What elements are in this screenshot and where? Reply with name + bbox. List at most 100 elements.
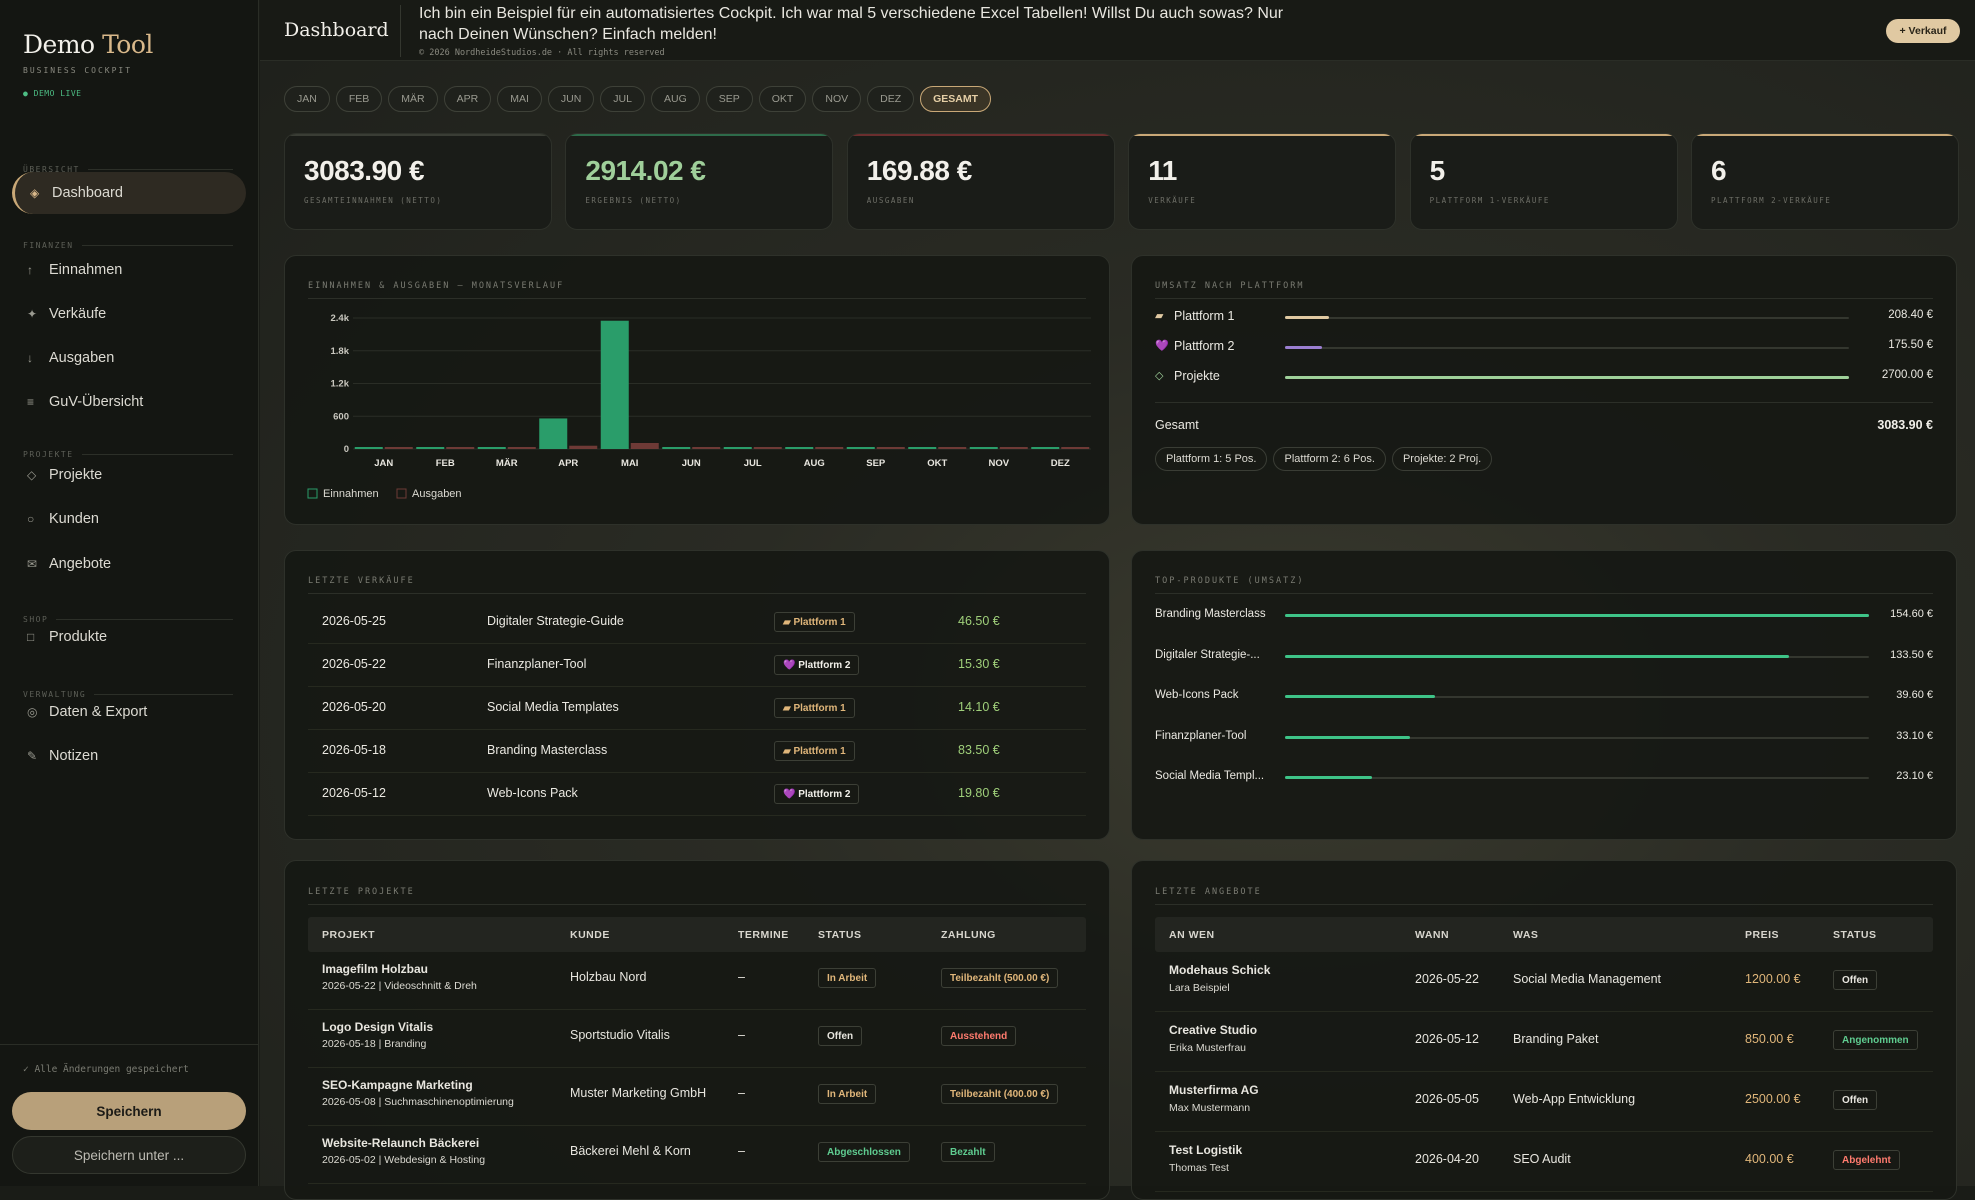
pencil-icon: ✎: [27, 749, 38, 763]
sidebar-item-label: Produkte: [49, 629, 108, 645]
sidebar-item-notizen[interactable]: ✎ Notizen: [12, 735, 246, 777]
save-button[interactable]: Speichern: [12, 1092, 246, 1130]
platform-chip: Projekte: 2 Proj.: [1391, 447, 1493, 471]
sale-amount: 15.30 €: [958, 657, 1000, 671]
sidebar-item-produkte[interactable]: □ Produkte: [12, 616, 246, 658]
chart-card: EINNAHMEN & AUSGABEN — MONATSVERLAUF 2.4…: [284, 255, 1110, 525]
project-row[interactable]: SEO-Kampagne Marketing 2026-05-08 | Suchm…: [308, 1068, 1086, 1126]
top-product-value: 23.10 €: [1896, 770, 1933, 782]
kpi-value: 169.88 €: [866, 155, 973, 186]
offer-row[interactable]: Test Logistik Thomas Test 2026-04-20 SEO Au…: [1155, 1132, 1933, 1192]
month-pill-aug[interactable]: AUG: [650, 86, 700, 112]
month-pill-nov[interactable]: NOV: [812, 86, 862, 112]
offer-price: 2500.00 €: [1745, 1092, 1801, 1106]
sale-date: 2026-05-22: [322, 657, 386, 671]
sales-title: LETZTE VERKÄUFE: [308, 576, 415, 586]
col-when: WANN: [1415, 929, 1450, 941]
sidebar-item-angebote[interactable]: ✉ Angebote: [12, 543, 246, 585]
recent-projects-card: LETZTE PROJEKTE PROJEKT KUNDE TERMINE ST…: [284, 860, 1110, 1200]
month-pill-jun[interactable]: JUN: [547, 86, 595, 112]
top-product-value: 33.10 €: [1896, 729, 1933, 742]
offers-title: LETZTE ANGEBOTE: [1155, 887, 1262, 897]
month-pill-jul[interactable]: JUL: [600, 86, 645, 112]
offer-row[interactable]: Musterfirma AG Max Mustermann 2026-05-05 We…: [1155, 1072, 1933, 1132]
chart-bar-ausgaben: [1061, 447, 1090, 449]
project-payment-badge: Ausstehend: [941, 1026, 1017, 1046]
page-title: Dashboard: [284, 19, 389, 41]
sale-row[interactable]: 2026-05-20 Social Media Templates ▰ Plattf…: [308, 687, 1086, 730]
sidebar-item-guv-ubersicht[interactable]: ≡ GuV-Übersicht: [12, 381, 246, 423]
chart-legend-swatch: [307, 488, 318, 499]
new-sale-button[interactable]: + Verkauf: [1886, 19, 1960, 43]
top-products-title: TOP-PRODUKTE (UMSATZ): [1155, 576, 1305, 586]
sidebar-item-einnahmen[interactable]: ↑ Einnahmen: [12, 249, 246, 291]
month-pill-gesamt[interactable]: GESAMT: [920, 86, 992, 112]
platform-total-value: 3083.90 €: [1877, 418, 1933, 432]
col-client: KUNDE: [570, 929, 610, 941]
sale-date: 2026-05-12: [322, 786, 386, 800]
sidebar-item-label: Dashboard: [52, 185, 123, 201]
project-row[interactable]: Logo Design Vitalis 2026-05-18 | Branding…: [308, 1010, 1086, 1068]
sidebar-item-kunden[interactable]: ○ Kunden: [12, 498, 246, 540]
sale-amount: 46.50 €: [958, 614, 1000, 628]
project-payment-badge: Teilbezahlt (500.00 €): [941, 968, 1059, 988]
copyright: © 2026 NordheideStudios.de · All rights …: [419, 48, 665, 58]
kpi-accent-line: [566, 134, 833, 136]
offer-row[interactable]: Modehaus Schick Lara Beispiel 2026-05-22 So…: [1155, 952, 1933, 1012]
sidebar-item-projekte[interactable]: ◇ Projekte: [12, 454, 246, 496]
month-pill-dez[interactable]: DEZ: [867, 86, 915, 112]
offer-what: SEO Audit: [1513, 1152, 1571, 1166]
offers-title-divider: [1155, 904, 1933, 905]
kpi-card: 5 PLATTFORM 1-VERKÄUFE: [1409, 133, 1678, 230]
top-bar: Dashboard Ich bin ein Beispiel für ein a…: [260, 0, 1975, 61]
project-status-badge: Abgeschlossen: [818, 1142, 910, 1162]
sidebar-item-label: Einnahmen: [49, 262, 123, 278]
kpi-accent-line: [285, 134, 551, 136]
offer-row[interactable]: Creative Studio Erika Musterfrau 2026-05-1…: [1155, 1012, 1933, 1072]
platform-badge: ▰ Plattform 1: [774, 698, 855, 718]
month-pill-sep[interactable]: SEP: [705, 86, 753, 112]
project-row[interactable]: Website-Relaunch Bäckerei 2026-05-02 | We…: [308, 1126, 1086, 1184]
month-pill-feb[interactable]: FEB: [335, 86, 383, 112]
month-pill-mai[interactable]: MAI: [497, 86, 542, 112]
offer-what: Branding Paket: [1513, 1032, 1599, 1046]
chart-bar-ausgaben: [999, 447, 1028, 449]
project-row[interactable]: Imagefilm Holzbau 2026-05-22 | Videoschni…: [308, 952, 1086, 1010]
platform-total-divider: [1155, 402, 1933, 403]
top-product-label: Social Media Templ...: [1155, 770, 1265, 782]
diamond-icon: ◇: [27, 468, 37, 482]
kpi-value: 2914.02 €: [585, 155, 706, 186]
sidebar-item-verkaufe[interactable]: ✦ Verkäufe: [12, 293, 246, 335]
sidebar-item-label: Ausgaben: [49, 350, 115, 366]
sales-title-divider: [308, 593, 1086, 594]
offer-status-badge: Offen: [1833, 1090, 1878, 1110]
top-product-value: 154.60 €: [1890, 608, 1933, 620]
month-pill-okt[interactable]: OKT: [758, 86, 807, 112]
recent-sales-card: LETZTE VERKÄUFE 2026-05-25 Digitaler Stra…: [284, 550, 1110, 840]
col-recipient: AN WEN: [1169, 929, 1215, 941]
sidebar-item-dashboard[interactable]: ◈ Dashboard: [12, 172, 246, 214]
project-client: Muster Marketing GmbH: [570, 1086, 707, 1100]
month-pill-mar[interactable]: MÄR: [388, 86, 438, 112]
save-as-button[interactable]: Speichern unter ...: [12, 1136, 246, 1174]
top-product-bar-track: [1285, 614, 1869, 617]
sale-row[interactable]: 2026-05-18 Branding Masterclass ▰ Plattfor…: [308, 730, 1086, 773]
sidebar-item-daten-export[interactable]: ◎ Daten & Export: [12, 691, 246, 733]
month-pill-apr[interactable]: APR: [443, 86, 492, 112]
sidebar-item-ausgaben[interactable]: ↓ Ausgaben: [12, 337, 246, 379]
sale-product: Branding Masterclass: [487, 743, 608, 757]
sale-row[interactable]: 2026-05-25 Digitaler Strategie-Guide ▰ Pla…: [308, 601, 1086, 644]
platform-bar-fill: [1285, 316, 1329, 319]
sidebar-footer-divider: [0, 1044, 259, 1045]
sale-row[interactable]: 2026-05-12 Web-Icons Pack 💜 Plattform 2 19.…: [308, 773, 1086, 816]
platform-chip: Plattform 1: 5 Pos.: [1155, 447, 1268, 471]
platform-chip: Plattform 2: 6 Pos.: [1273, 447, 1386, 471]
chart-xtick: FEB: [436, 458, 455, 469]
kpi-accent-line: [1410, 134, 1677, 136]
chart-xtick: APR: [558, 458, 578, 469]
month-pill-jan[interactable]: JAN: [284, 86, 330, 112]
chart-legend-label: Ausgaben: [412, 488, 462, 500]
nav-section-finance: FINANZEN: [23, 241, 233, 250]
chart-legend-swatch: [396, 488, 407, 499]
sale-row[interactable]: 2026-05-22 Finanzplaner-Tool 💜 Plattform 2…: [308, 644, 1086, 687]
